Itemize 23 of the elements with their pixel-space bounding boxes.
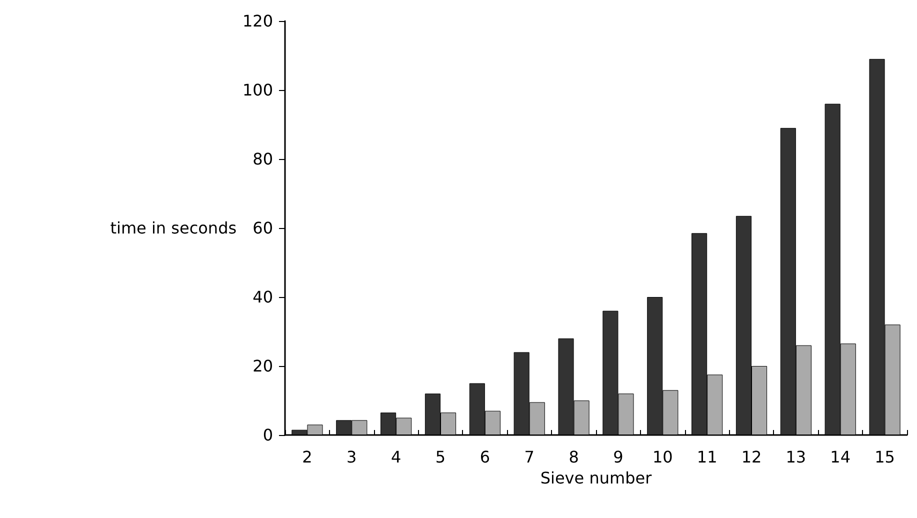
y-tick-label: 80: [252, 150, 273, 168]
x-axis-title: Sieve number: [540, 468, 652, 488]
y-tick-label: 40: [252, 288, 273, 306]
x-tick-label: 8: [568, 448, 579, 466]
x-tick-label: 9: [613, 448, 624, 466]
x-tick-label: 7: [524, 448, 534, 466]
x-tick-label: 10: [652, 448, 673, 466]
x-tick-label: 14: [830, 448, 851, 466]
x-tick-label: 11: [696, 448, 718, 466]
y-tick-label: 0: [262, 426, 273, 444]
x-tick-label: 4: [390, 448, 402, 466]
x-tick-label: 3: [346, 448, 357, 466]
y-tick-label: 100: [242, 80, 273, 100]
x-tick-label: 2: [302, 448, 312, 466]
x-tick-label: 15: [874, 448, 895, 466]
x-tick-label: 5: [435, 448, 446, 466]
x-tick-label: 13: [786, 448, 806, 466]
y-tick-label: 120: [242, 12, 273, 30]
y-tick-label: 20: [252, 356, 273, 376]
y-tick-label: 60: [252, 218, 273, 238]
x-tick-label: 12: [741, 448, 762, 466]
y-axis-title: time in seconds: [110, 218, 237, 238]
x-tick-label: 6: [480, 448, 490, 466]
